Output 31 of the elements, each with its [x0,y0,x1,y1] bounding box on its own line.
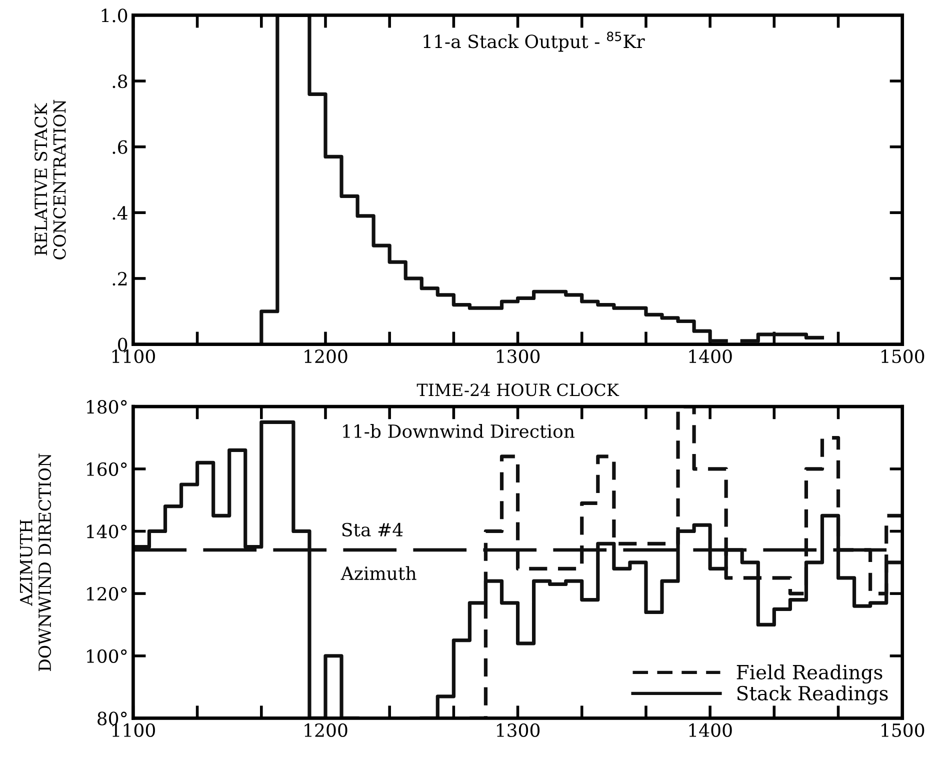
y-axis-title: RELATIVE STACK CONCENTRATION [34,100,66,260]
y-axis-title: AZIMUTH DOWNWIND DIRECTION [20,454,52,672]
x-tick-label: 1400 [689,723,732,738]
x-tick-label: 1300 [497,349,540,364]
x-axis-title: TIME-24 HOUR CLOCK [416,384,620,396]
annotation: Azimuth [340,566,416,580]
y-tick-label: 120° [87,587,127,601]
text: 11-a Stack Output - $^{85}$Kr [424,32,645,52]
y-tick-label: .6 [112,140,128,154]
y-tick-label: 80° [98,712,127,726]
y-tick-label: 160° [87,462,127,476]
text: 11-b Downwind Direction [343,424,575,438]
y-tick-label: 100° [87,649,127,663]
x-tick-label: 1400 [689,349,732,364]
y-tick-label: 0 [118,338,128,352]
y-tick-label: .4 [112,206,128,220]
x-tick-label: 1100 [112,349,155,364]
legend-label: Stack Readings [737,685,888,705]
x-tick-label: 1100 [112,723,155,738]
x-tick-label: 1200 [304,723,348,738]
annotation: Sta #4 [342,522,403,536]
legend-label: Field Readings [736,664,882,684]
x-tick-label: 1200 [304,349,348,364]
y-tick-label: .8 [112,74,128,88]
x-tick-label: 1500 [882,723,924,738]
y-tick-label: .2 [112,272,127,286]
y-tick-label: 180° [87,400,127,414]
y-tick-label: 1.0 [102,8,128,22]
y-tick-label: 140° [87,524,127,538]
x-tick-label: 1300 [497,723,540,738]
x-tick-label: 1500 [882,349,924,364]
